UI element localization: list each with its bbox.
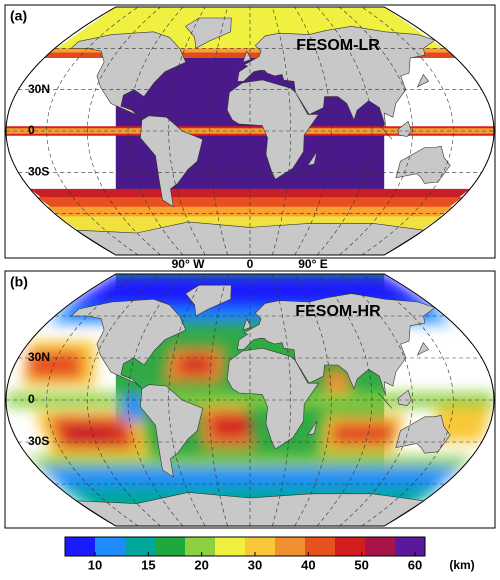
land: [416, 342, 430, 356]
map-panel: (a) FESOM-LR 30N 0 30S: [4, 4, 496, 259]
colorbar-segment: [155, 537, 186, 556]
land: [185, 284, 232, 317]
land: [395, 415, 451, 454]
meridian: [46, 274, 139, 526]
meridian: [127, 7, 184, 255]
colorbar-tick-label: 50: [354, 557, 368, 572]
colorbar-unit: (km): [449, 558, 474, 572]
map-panel: (b) FESOM-HR 30N 0 30S: [4, 270, 496, 529]
meridian: [316, 7, 373, 255]
lat-label: 30N: [28, 350, 50, 364]
lat-label: 30N: [28, 82, 50, 96]
meridian: [46, 7, 139, 255]
land: [306, 151, 318, 166]
land: [226, 347, 320, 450]
land: [140, 115, 204, 208]
colorbar-segment: [245, 537, 276, 556]
land: [237, 25, 436, 127]
colorbar-tick-label: 10: [88, 557, 102, 572]
meridian: [168, 274, 206, 526]
panel-label: (b): [10, 274, 28, 290]
colorbar: 10 15 20 30 40 50 60 (km): [64, 536, 475, 572]
colorbar-tick-label: 30: [248, 557, 262, 572]
lat-label: 0: [28, 392, 35, 406]
land: [237, 293, 436, 396]
colorbar-segment: [305, 537, 336, 556]
lon-label: 0: [247, 257, 254, 271]
land: [378, 392, 393, 409]
land: [306, 420, 318, 436]
lat-label: 30S: [28, 165, 49, 179]
colorbar-segment: [335, 537, 366, 556]
colorbar-tick-label: 60: [408, 557, 422, 572]
map-outline: [5, 273, 495, 527]
colorbar-segment: [395, 537, 426, 556]
land: [378, 123, 393, 140]
field-blob: [329, 422, 397, 445]
lon-label: 90° E: [298, 257, 327, 271]
lat-label: 0: [28, 123, 35, 137]
lat-label: 30S: [28, 434, 49, 448]
colorbar-tick-label: 20: [194, 557, 208, 572]
land: [395, 145, 451, 184]
colorbar-tick-label: 40: [301, 557, 315, 572]
map-body: [6, 274, 494, 526]
colorbar-segment: [275, 537, 306, 556]
land: [397, 389, 412, 406]
panel-title: FESOM-HR: [295, 303, 381, 320]
panel-title: FESOM-LR: [296, 37, 380, 54]
map-body: [6, 7, 494, 255]
field-blob: [63, 425, 122, 442]
colorbar-segment: [95, 537, 126, 556]
land: [185, 17, 232, 49]
colorbar-segment: [125, 537, 156, 556]
land: [242, 318, 252, 331]
panel-label: (a): [10, 8, 27, 24]
land: [397, 120, 412, 137]
land: [242, 50, 252, 63]
colorbar-tick-label: 15: [141, 557, 155, 572]
colorbar-segment: [365, 537, 396, 556]
colorbar-frame: [64, 536, 426, 557]
colorbar-segment: [65, 537, 96, 556]
land: [70, 298, 187, 390]
field-blob: [209, 414, 250, 440]
colorbar-segment: [215, 537, 246, 556]
field-blob: [176, 355, 215, 375]
colorbar-segment: [185, 537, 216, 556]
land: [70, 31, 187, 121]
map-outline: [5, 6, 495, 256]
lon-label: 90° W: [172, 257, 205, 271]
land: [416, 73, 430, 88]
panels: (a) FESOM-LR 30N 0 30S (b) FESOM-HR 30N 0 30S: [4, 4, 496, 529]
land: [140, 384, 204, 478]
